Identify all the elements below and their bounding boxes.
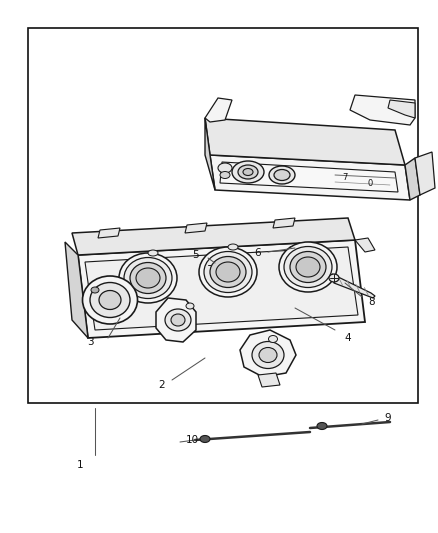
Ellipse shape — [148, 250, 158, 256]
Text: 6: 6 — [254, 248, 261, 258]
Ellipse shape — [258, 348, 276, 362]
Polygon shape — [290, 244, 319, 251]
Ellipse shape — [316, 423, 326, 430]
Ellipse shape — [99, 290, 121, 310]
Text: 0: 0 — [367, 179, 372, 188]
Ellipse shape — [90, 282, 130, 318]
Polygon shape — [205, 118, 215, 190]
Polygon shape — [219, 162, 397, 192]
Polygon shape — [184, 223, 207, 233]
Ellipse shape — [268, 166, 294, 184]
Ellipse shape — [279, 242, 336, 292]
Ellipse shape — [91, 287, 99, 293]
Ellipse shape — [218, 163, 231, 173]
Ellipse shape — [243, 168, 252, 175]
Ellipse shape — [124, 257, 172, 298]
Text: 3: 3 — [86, 337, 93, 347]
Ellipse shape — [273, 169, 290, 181]
Polygon shape — [349, 95, 414, 125]
Text: 7: 7 — [342, 174, 347, 182]
Polygon shape — [78, 240, 364, 338]
Polygon shape — [387, 100, 414, 118]
Polygon shape — [72, 218, 354, 255]
Polygon shape — [205, 118, 404, 165]
Polygon shape — [414, 152, 434, 195]
Ellipse shape — [186, 303, 194, 309]
Ellipse shape — [231, 161, 263, 183]
Polygon shape — [240, 330, 295, 377]
Ellipse shape — [227, 244, 237, 250]
Ellipse shape — [119, 253, 177, 303]
Polygon shape — [404, 158, 419, 200]
Ellipse shape — [215, 262, 240, 282]
Text: 5: 5 — [192, 250, 199, 260]
Text: 8: 8 — [368, 297, 374, 307]
Ellipse shape — [219, 172, 230, 179]
Polygon shape — [272, 218, 294, 228]
Ellipse shape — [295, 257, 319, 277]
Polygon shape — [209, 155, 409, 200]
Ellipse shape — [82, 276, 137, 324]
Ellipse shape — [171, 314, 184, 326]
Polygon shape — [331, 274, 374, 298]
Text: 10: 10 — [185, 435, 198, 445]
Text: 1: 1 — [77, 460, 83, 470]
Ellipse shape — [198, 247, 256, 297]
Polygon shape — [155, 298, 195, 342]
Bar — [28, 28, 417, 403]
Ellipse shape — [165, 309, 191, 331]
Text: 2: 2 — [158, 380, 165, 390]
Ellipse shape — [200, 435, 209, 442]
Text: 4: 4 — [344, 333, 350, 343]
Polygon shape — [85, 247, 357, 330]
Ellipse shape — [251, 342, 283, 368]
Polygon shape — [205, 98, 231, 122]
Ellipse shape — [209, 256, 245, 287]
Ellipse shape — [237, 165, 258, 179]
Ellipse shape — [328, 274, 338, 282]
Ellipse shape — [290, 252, 325, 282]
Polygon shape — [65, 242, 88, 338]
Polygon shape — [258, 373, 279, 387]
Ellipse shape — [130, 262, 166, 294]
Ellipse shape — [268, 335, 277, 343]
Ellipse shape — [208, 261, 222, 270]
Ellipse shape — [136, 268, 159, 288]
Ellipse shape — [283, 246, 331, 287]
Text: 9: 9 — [384, 413, 390, 423]
Ellipse shape — [204, 252, 251, 293]
Polygon shape — [354, 238, 374, 252]
Polygon shape — [98, 228, 120, 238]
